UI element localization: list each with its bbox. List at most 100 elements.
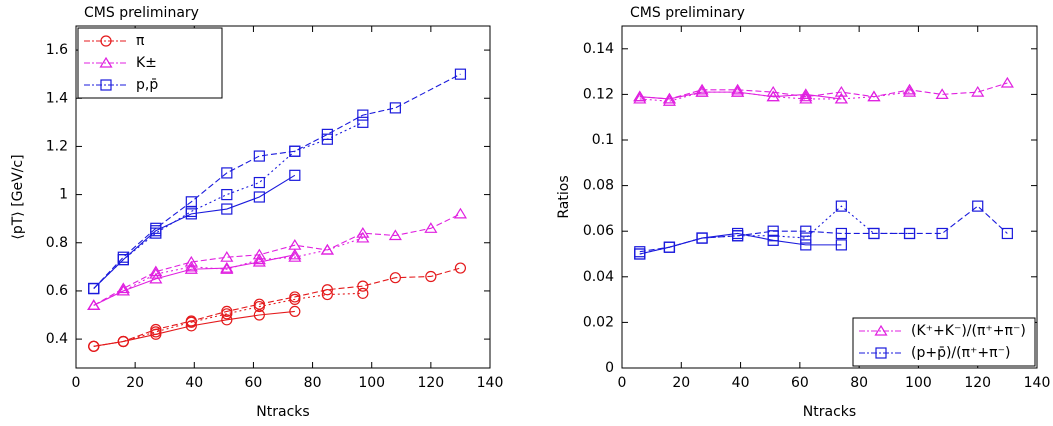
marker	[356, 231, 370, 243]
x-tick-label: 20	[126, 375, 144, 391]
marker	[321, 133, 333, 145]
marker	[220, 251, 234, 262]
legend-label: (p+p̄)/(π⁺+π⁻)	[911, 345, 1010, 361]
y-tick-label: 0.1	[592, 132, 614, 148]
marker	[356, 226, 370, 238]
marker	[799, 92, 813, 104]
y-tick-label: 0.12	[583, 86, 614, 102]
marker	[253, 309, 265, 321]
marker	[799, 90, 813, 102]
marker	[320, 243, 334, 255]
x-tick-label: 140	[1024, 375, 1051, 391]
y-tick-label: 0.14	[583, 41, 614, 57]
series-line	[93, 121, 364, 289]
marker	[117, 335, 129, 348]
marker	[253, 191, 265, 203]
marker	[425, 270, 437, 283]
marker	[253, 300, 265, 313]
marker	[935, 88, 949, 99]
x-tick-label: 60	[791, 375, 809, 391]
marker	[321, 288, 333, 301]
x-tick-label: 40	[185, 375, 203, 391]
marker	[454, 68, 467, 80]
marker	[116, 284, 130, 296]
marker	[221, 308, 233, 320]
marker	[99, 56, 113, 68]
series-line	[93, 237, 364, 306]
marker	[696, 232, 708, 244]
marker	[767, 230, 779, 242]
series-line	[93, 73, 461, 289]
plot-frame	[75, 25, 491, 369]
y-tick-label: 0.08	[583, 178, 614, 194]
marker	[116, 282, 130, 294]
marker	[221, 314, 233, 326]
chart-title: CMS preliminary	[630, 5, 745, 21]
x-tick-label: 140	[477, 375, 504, 391]
y-tick-label: 0.6	[46, 283, 68, 299]
marker	[184, 260, 198, 272]
x-tick-label: 60	[245, 375, 263, 391]
marker	[221, 188, 233, 201]
x-tick-label: 120	[417, 375, 444, 391]
marker	[634, 248, 646, 260]
y-tick-label: 0.02	[583, 314, 614, 330]
marker	[389, 102, 401, 114]
marker	[731, 83, 745, 95]
marker	[221, 203, 233, 215]
y-tick-label: 0.4	[46, 331, 68, 347]
marker	[357, 116, 369, 128]
marker	[252, 248, 266, 260]
marker	[731, 85, 745, 97]
marker	[88, 340, 100, 352]
marker	[424, 222, 438, 233]
marker	[766, 85, 780, 97]
y-tick-label: 0	[605, 360, 614, 376]
marker	[800, 232, 812, 244]
y-tick-label: 1.2	[46, 138, 68, 154]
marker	[150, 227, 162, 239]
marker	[834, 85, 848, 97]
marker	[221, 167, 233, 179]
marker	[936, 227, 948, 240]
marker	[1000, 76, 1014, 88]
x-tick-label: 120	[964, 375, 991, 391]
x-tick-label: 40	[732, 375, 750, 391]
y-tick-label: 0.06	[583, 223, 614, 239]
x-axis-label: Ntracks	[803, 404, 856, 420]
x-axis-label: Ntracks	[256, 404, 309, 420]
marker	[695, 83, 709, 95]
marker	[663, 241, 676, 253]
legend-label: (K⁺+K⁻)/(π⁺+π⁻)	[911, 323, 1026, 339]
marker	[253, 150, 265, 162]
marker	[357, 287, 369, 299]
marker	[732, 230, 744, 242]
series-line	[93, 267, 461, 347]
marker	[88, 282, 100, 295]
marker	[633, 92, 647, 104]
marker	[289, 169, 301, 181]
marker	[799, 88, 813, 99]
marker	[185, 316, 197, 328]
marker	[100, 79, 112, 91]
marker	[972, 200, 984, 212]
y-tick-label: 0.8	[46, 235, 68, 251]
marker	[662, 95, 676, 106]
y-axis-label: ⟨pT⟩ [GeV/c]	[10, 154, 26, 239]
marker	[633, 90, 647, 102]
marker	[357, 280, 369, 292]
marker	[875, 347, 887, 359]
marker	[149, 265, 163, 277]
marker	[252, 253, 266, 265]
marker	[150, 326, 162, 338]
marker	[289, 305, 301, 318]
x-tick-label: 0	[618, 375, 627, 391]
marker	[1001, 227, 1013, 240]
series-line	[93, 292, 363, 347]
series-line	[93, 213, 461, 306]
legend-label: p,p̄	[136, 77, 158, 93]
marker	[289, 293, 301, 305]
marker	[800, 239, 812, 251]
